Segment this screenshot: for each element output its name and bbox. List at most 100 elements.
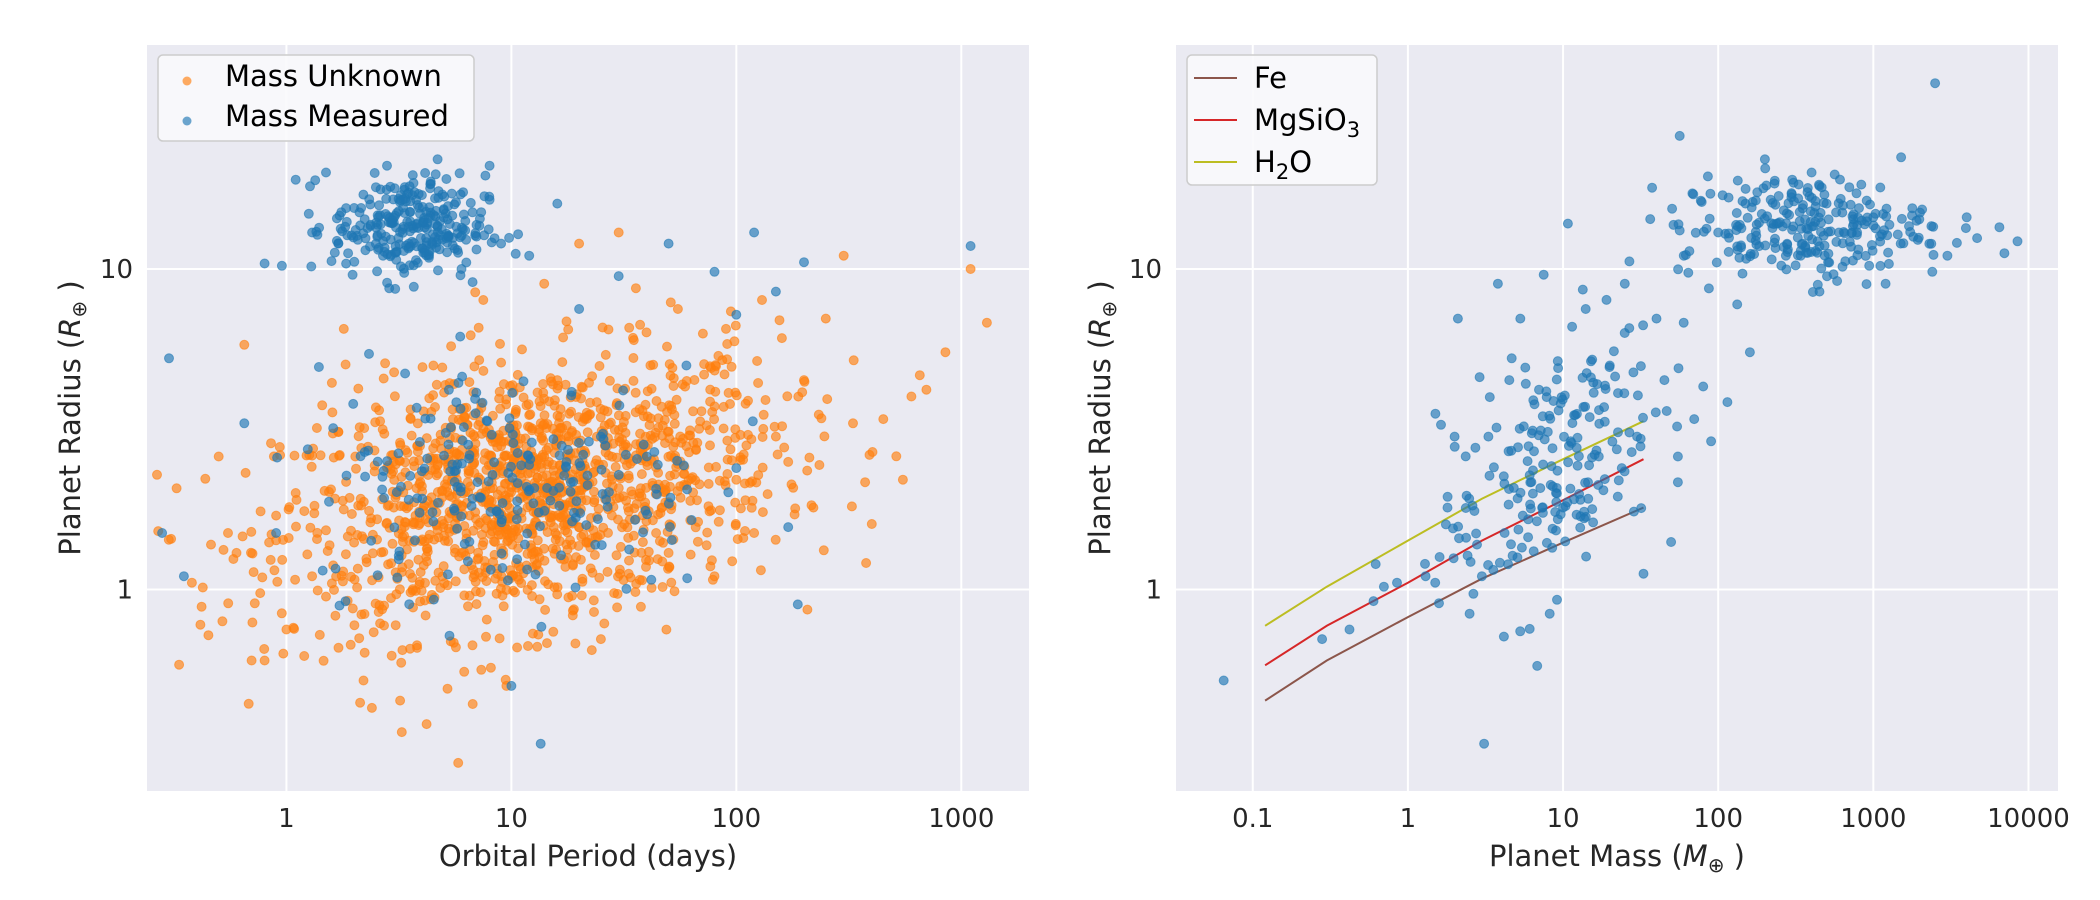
point-mass-measured: [1575, 522, 1586, 533]
point-mass-unknown: [783, 456, 794, 467]
legend-label-fe: Fe: [1254, 61, 1287, 95]
point-mass-unknown: [415, 596, 426, 607]
point-mass-measured: [1844, 182, 1855, 193]
point-mass-measured: [1462, 550, 1473, 561]
point-mass-measured: [1881, 211, 1892, 222]
ylabel-prefix: Planet Radius (: [1083, 338, 1117, 556]
point-mass-unknown: [711, 461, 721, 472]
point-mass-unknown: [599, 405, 610, 416]
point-mass-measured: [535, 521, 545, 532]
x-tick-label: 1: [278, 804, 295, 834]
point-mass-measured: [439, 450, 449, 461]
point-mass-unknown: [247, 617, 258, 628]
point-mass-unknown: [548, 423, 558, 434]
point-mass-measured: [664, 522, 675, 532]
point-mass-unknown: [615, 541, 626, 552]
point-mass-measured: [1687, 188, 1698, 199]
point-mass-unknown: [714, 505, 725, 516]
point-mass-measured: [1678, 250, 1689, 261]
point-mass-measured: [1531, 516, 1542, 527]
point-mass-measured: [1734, 252, 1745, 263]
point-mass-measured: [523, 486, 534, 497]
point-mass-measured: [1896, 213, 1907, 224]
point-mass-measured: [567, 516, 578, 527]
point-mass-unknown: [566, 406, 577, 417]
point-mass-measured: [393, 550, 404, 561]
point-mass-unknown: [726, 361, 737, 372]
point-mass-measured: [1499, 478, 1510, 489]
point-mass-measured: [1766, 254, 1777, 265]
point-mass-measured: [464, 536, 475, 547]
point-mass-measured: [1781, 264, 1792, 275]
point-mass-unknown: [223, 528, 233, 538]
point-mass-measured: [411, 222, 422, 233]
point-mass-unknown: [635, 601, 646, 612]
point-mass-unknown: [589, 497, 600, 508]
left-panel: 1 10 100 1000 1 10 Orbital Period (days) Pla…: [53, 45, 1029, 873]
point-mass-measured: [1572, 460, 1583, 471]
point-mass-unknown: [725, 399, 735, 409]
point-mass-unknown: [589, 550, 600, 560]
point-mass-unknown: [354, 633, 365, 644]
point-mass-measured: [1751, 239, 1762, 250]
point-mass-unknown: [705, 440, 715, 451]
point-mass-unknown: [481, 614, 492, 625]
point-mass-measured: [1705, 188, 1716, 199]
point-mass-unknown: [722, 435, 733, 446]
point-mass-unknown: [660, 485, 671, 496]
point-mass-measured: [411, 255, 421, 266]
point-mass-measured: [681, 360, 692, 371]
point-mass-unknown: [637, 405, 648, 416]
point-mass-unknown: [387, 538, 398, 549]
point-mass-measured: [496, 514, 507, 525]
point-mass-unknown: [276, 608, 287, 619]
point-mass-measured: [362, 223, 373, 234]
point-mass-unknown: [477, 540, 488, 551]
point-mass-measured: [1797, 238, 1808, 249]
point-mass-measured: [747, 416, 758, 427]
point-mass-measured: [341, 470, 352, 481]
point-mass-measured: [1875, 231, 1885, 242]
point-mass-measured: [1667, 203, 1678, 214]
point-mass-measured: [1378, 581, 1389, 592]
point-mass-measured: [485, 564, 496, 575]
point-mass-measured: [1587, 504, 1598, 515]
point-mass-unknown: [464, 590, 475, 601]
point-mass-unknown: [324, 540, 335, 551]
point-mass-unknown: [197, 582, 208, 593]
point-mass-measured: [449, 476, 460, 487]
point-mass-unknown: [753, 378, 764, 388]
point-mass-unknown: [623, 502, 633, 513]
point-mass-unknown: [589, 607, 599, 617]
point-mass-measured: [1468, 588, 1479, 599]
point-mass-measured: [451, 197, 461, 208]
point-mass-measured: [1565, 483, 1576, 494]
point-mass-unknown: [345, 639, 356, 650]
point-mass-unknown: [518, 392, 529, 403]
point-mass-measured: [1619, 466, 1630, 477]
point-mass-unknown: [614, 492, 625, 503]
point-mass-measured: [1525, 499, 1536, 510]
point-mass-unknown: [838, 250, 849, 261]
point-mass-measured: [1601, 294, 1612, 305]
point-mass-unknown: [762, 489, 773, 500]
point-mass-unknown: [510, 587, 520, 598]
point-mass-measured: [416, 190, 427, 201]
point-mass-unknown: [535, 401, 546, 412]
point-mass-unknown: [816, 413, 827, 424]
point-mass-measured: [1523, 532, 1534, 543]
point-mass-unknown: [401, 503, 412, 514]
point-mass-unknown: [692, 437, 703, 448]
point-mass-unknown: [532, 559, 542, 570]
point-mass-measured: [474, 492, 485, 503]
point-mass-unknown: [495, 403, 506, 414]
point-mass-measured: [359, 447, 370, 457]
point-mass-measured: [1547, 542, 1558, 553]
point-mass-unknown: [539, 543, 550, 554]
point-mass-unknown: [355, 493, 366, 504]
point-mass-unknown: [424, 393, 435, 404]
point-mass-measured: [1317, 634, 1328, 645]
point-mass-measured: [1532, 660, 1543, 671]
point-mass-measured: [369, 168, 380, 178]
point-mass-unknown: [237, 531, 248, 542]
